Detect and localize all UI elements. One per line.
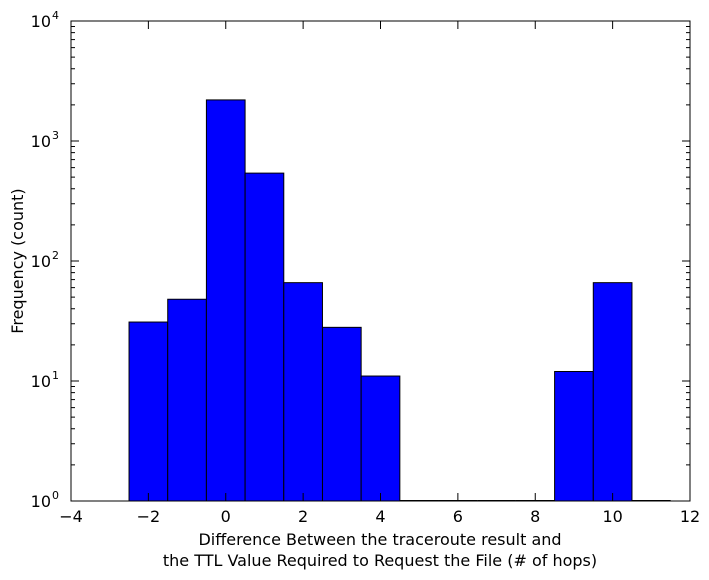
x-tick-label: 4 (375, 507, 385, 526)
y-tick-label-base: 10 (31, 132, 51, 151)
y-tick-label-exponent: 0 (52, 489, 59, 502)
histogram-bar (167, 298, 207, 502)
x-tick-label: 6 (453, 507, 463, 526)
histogram-bar (592, 282, 633, 502)
y-tick-label-base: 10 (31, 372, 51, 391)
y-tick-label: 10 3 (31, 129, 59, 151)
histogram-bar (128, 321, 169, 502)
x-axis-label-line-2: the TTL Value Required to Request the Fi… (163, 551, 597, 570)
y-tick-label-exponent: 2 (52, 249, 59, 262)
y-tick-label-exponent: 1 (52, 369, 59, 382)
x-tick-label: 0 (221, 507, 231, 526)
histogram-bar (283, 282, 323, 502)
histogram-bar (554, 370, 594, 502)
x-tick-label: 12 (680, 507, 700, 526)
y-tick-label: 10 0 (31, 489, 59, 511)
x-tick-label: 8 (530, 507, 540, 526)
histogram-bar (321, 326, 362, 502)
y-tick-label-base: 10 (31, 252, 51, 271)
y-tick-label: 10 2 (31, 249, 59, 271)
y-tick-label-exponent: 4 (52, 9, 59, 22)
y-tick-label-base: 10 (31, 492, 51, 511)
histogram-bar (244, 172, 285, 502)
bars-layer (128, 99, 671, 502)
y-tick-label: 10 4 (31, 9, 59, 31)
x-tick-label: 10 (602, 507, 622, 526)
y-axis-label: Frequency (count) (8, 188, 27, 333)
x-tick-label: −2 (137, 507, 161, 526)
y-tick-label-exponent: 3 (52, 129, 59, 142)
y-tick-label-base: 10 (31, 12, 51, 31)
x-axis-label-line-1: Difference Between the traceroute result… (198, 530, 561, 549)
histogram-bar (205, 99, 246, 502)
histogram-bar (360, 375, 401, 502)
y-tick-label: 10 1 (31, 369, 59, 391)
x-tick-label: −4 (59, 507, 83, 526)
x-tick-label: 2 (298, 507, 308, 526)
